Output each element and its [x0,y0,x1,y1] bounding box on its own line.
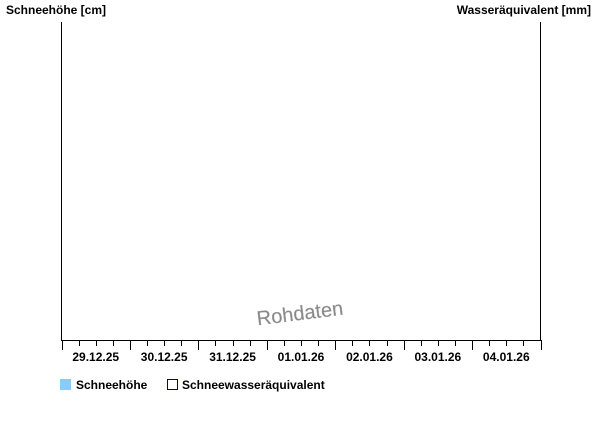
x-tick-label: 31.12.25 [209,350,256,364]
legend-label-schneehoehe: Schneehöhe [76,378,148,392]
legend-swatch-swe [167,379,178,390]
x-tick-label: 30.12.25 [141,350,188,364]
watermark: Rohdaten [256,298,345,330]
x-tick-label: 01.01.26 [278,350,325,364]
x-tick-label: 03.01.26 [414,350,461,364]
left-axis-label: Schneehöhe [cm] [6,3,106,17]
right-axis-label: Wasseräquivalent [mm] [457,3,591,17]
x-tick-label: 04.01.26 [483,350,530,364]
legend-swatch-schneehoehe [60,379,71,390]
x-tick-label: 02.01.26 [346,350,393,364]
legend-label-swe: Schneewasseräquivalent [182,378,325,392]
x-tick-label: 29.12.25 [72,350,119,364]
